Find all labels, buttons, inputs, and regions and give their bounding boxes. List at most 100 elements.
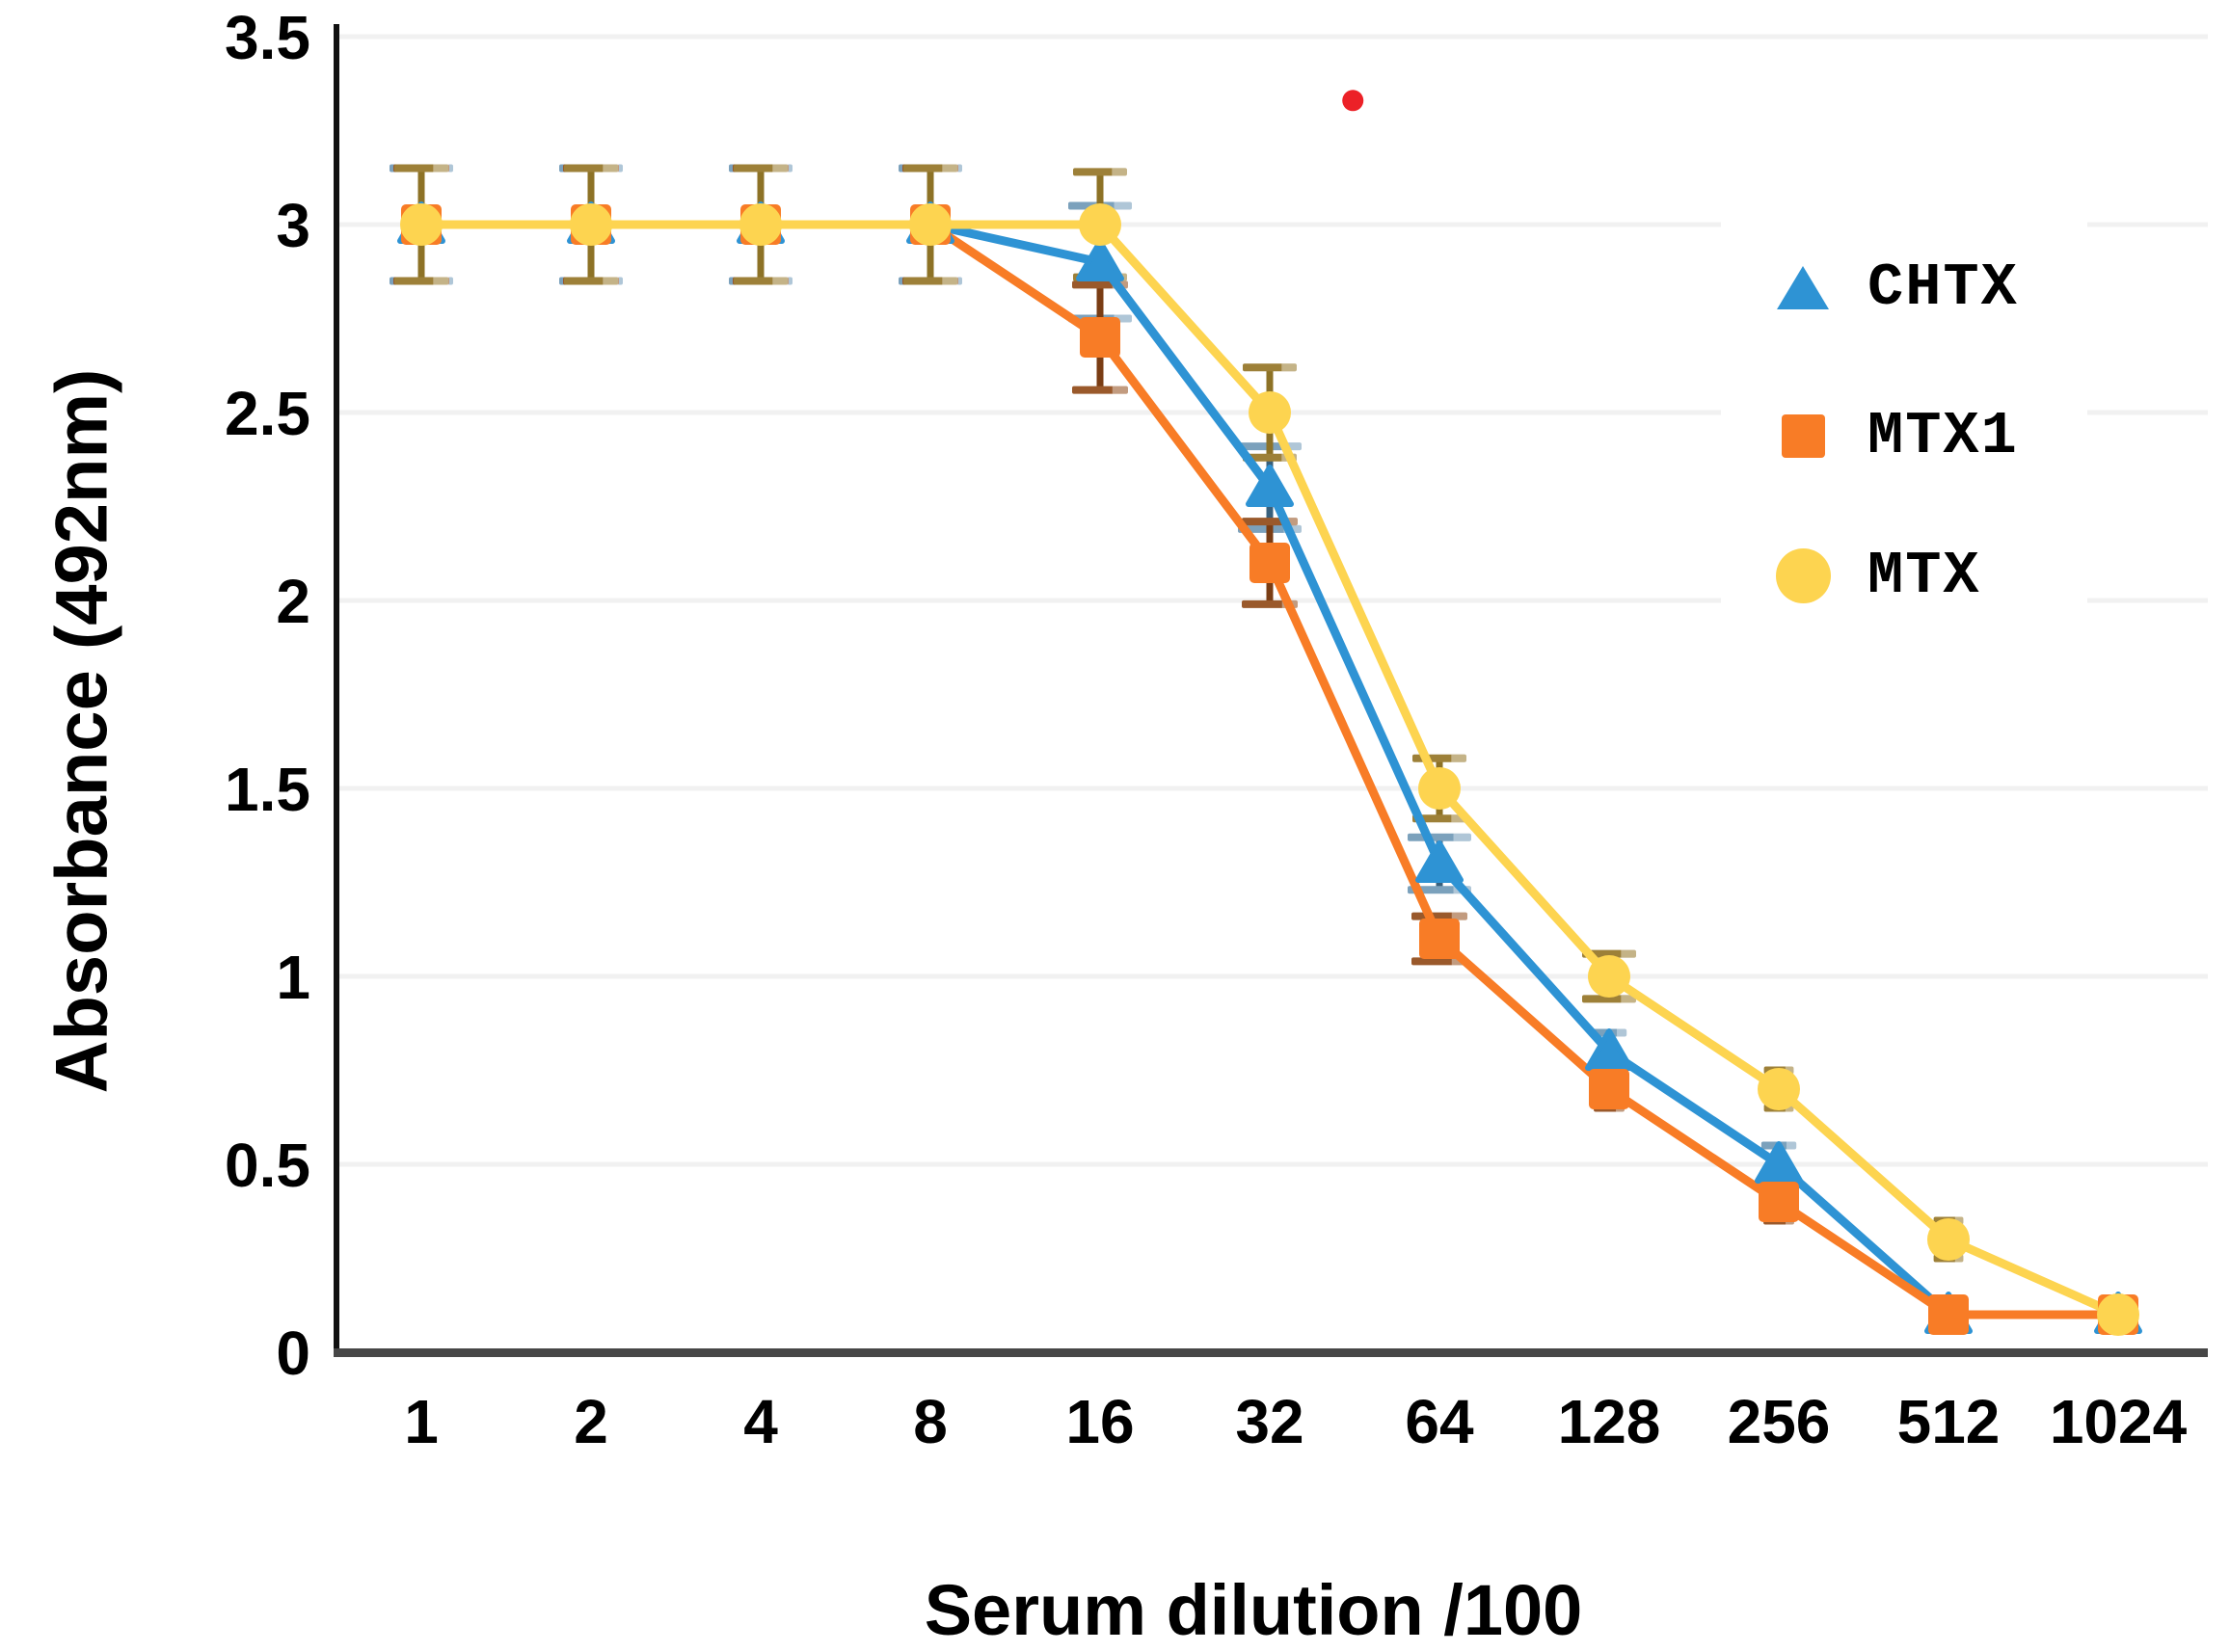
x-tick-label: 4: [743, 1387, 778, 1456]
error-bar-cap: [564, 164, 618, 173]
error-bar-cap-highlight: [1785, 1066, 1794, 1075]
chtx-marker: [1076, 239, 1124, 281]
mtx1-marker: [1759, 1182, 1799, 1222]
y-tick-label: 1.5: [225, 755, 310, 824]
error-bar-cap-highlight: [1114, 201, 1132, 210]
mtx1-marker: [1080, 317, 1120, 358]
chtx-marker: [1755, 1141, 1803, 1184]
square-icon: [1781, 413, 1825, 458]
mtx1-marker: [1928, 1294, 1969, 1335]
legend-item-mtx: MTX: [1769, 532, 1981, 619]
x-axis-title: Serum dilution /100: [924, 1570, 1583, 1650]
mtx-marker: [2097, 1293, 2139, 1336]
error-bar-cap-highlight: [603, 164, 618, 173]
error-bar-cap: [1408, 886, 1471, 894]
chtx-marker: [1585, 1028, 1633, 1071]
error-bar-cap-highlight: [1954, 1254, 1964, 1263]
mtx1-marker: [1419, 919, 1460, 959]
mtx-marker: [739, 203, 782, 246]
error-bar-cap: [1412, 814, 1466, 823]
mtx-marker: [909, 203, 952, 246]
error-bar-cap-highlight: [1281, 363, 1297, 372]
gridline: [339, 786, 2208, 791]
x-tick-label: 256: [1728, 1387, 1831, 1456]
gridline: [339, 222, 2208, 227]
error-bar-cap: [734, 277, 788, 285]
y-tick-label: 3.5: [225, 3, 310, 72]
mtx1-marker: [1589, 1069, 1629, 1109]
error-bar-cap: [394, 277, 448, 285]
error-bar-cap-highlight: [1453, 833, 1471, 841]
x-tick-label: 8: [913, 1387, 948, 1456]
error-bar-cap-highlight: [1786, 1141, 1797, 1150]
error-bar-cap: [1243, 453, 1297, 462]
legend-label: MTX1: [1867, 401, 2019, 470]
error-bar-cap: [1243, 363, 1297, 372]
error-bar-cap-highlight: [1616, 1028, 1627, 1037]
y-axis-line: [334, 24, 339, 1356]
y-tick-label: 1: [276, 943, 310, 1012]
legend-item-mtx1: MTX1: [1769, 392, 2019, 479]
error-bar-cap: [1582, 995, 1636, 1003]
x-tick-label: 16: [1065, 1387, 1134, 1456]
x-tick-label: 32: [1235, 1387, 1303, 1456]
red-dot-annotation: [1342, 90, 1364, 112]
gridline: [339, 34, 2208, 40]
mtx-marker: [1249, 391, 1291, 434]
mtx-legend-circle-icon: [1769, 532, 1837, 619]
chtx-marker: [1246, 465, 1294, 507]
y-tick-label: 0.5: [225, 1131, 310, 1200]
error-bar-cap-highlight: [1621, 995, 1636, 1003]
error-bar-cap: [394, 164, 448, 173]
error-bar-cap-highlight: [1954, 1216, 1964, 1225]
error-bar-cap: [734, 164, 788, 173]
legend-label: MTX: [1867, 541, 1981, 610]
mtx1-marker: [1249, 543, 1290, 583]
chtx-legend-triangle-icon: [1769, 244, 1837, 331]
legend-label: CHTX: [1867, 253, 2019, 322]
error-bar-cap: [1411, 957, 1467, 966]
mtx-marker: [1588, 955, 1630, 998]
x-tick-label: 64: [1405, 1387, 1474, 1456]
legend-item-chtx: CHTX: [1769, 244, 2019, 331]
x-axis-line: [334, 1348, 2208, 1357]
y-tick-label: 0: [276, 1319, 310, 1388]
error-bar-cap: [564, 277, 618, 285]
mtx-marker: [1418, 767, 1461, 810]
error-bar-cap-highlight: [1112, 168, 1127, 176]
x-tick-label: 2: [574, 1387, 608, 1456]
y-tick-label: 3: [276, 191, 310, 260]
triangle-icon: [1777, 265, 1829, 309]
error-bar-cap-highlight: [1785, 1104, 1794, 1112]
error-bar-cap-highlight: [1451, 754, 1466, 762]
chtx-marker: [1415, 840, 1464, 883]
mtx-marker: [570, 203, 612, 246]
error-bar-cap-highlight: [603, 277, 618, 285]
circle-icon: [1775, 547, 1831, 603]
error-bar-cap-highlight: [1112, 386, 1128, 394]
error-bar-cap-highlight: [1451, 912, 1467, 920]
error-bar-cap-highlight: [942, 164, 957, 173]
error-bar-cap-highlight: [1281, 518, 1298, 526]
error-bar-cap-highlight: [1114, 314, 1132, 323]
mtx1-legend-square-icon: [1769, 392, 1837, 479]
error-bar-cap-highlight: [1621, 949, 1636, 958]
mtx-marker: [1079, 203, 1121, 246]
x-tick-label: 128: [1558, 1387, 1661, 1456]
error-bar-cap-highlight: [772, 164, 788, 173]
x-tick-label: 512: [1897, 1387, 2001, 1456]
mtx-marker: [1927, 1218, 1970, 1261]
error-bar-cap-highlight: [433, 277, 448, 285]
error-bar-cap: [1072, 386, 1128, 394]
error-bar-cap-highlight: [433, 164, 448, 173]
x-tick-label: 1: [404, 1387, 439, 1456]
gridline: [339, 973, 2208, 979]
error-bar-cap: [1073, 168, 1127, 176]
error-bar-cap-highlight: [1283, 442, 1302, 451]
y-axis-title: Absorbance (492nm): [40, 368, 123, 1094]
x-tick-label: 1024: [2050, 1387, 2188, 1456]
y-tick-label: 2: [276, 567, 310, 636]
legend: CHTX MTX1 MTX: [1721, 207, 2087, 636]
y-tick-label: 2.5: [225, 379, 310, 448]
